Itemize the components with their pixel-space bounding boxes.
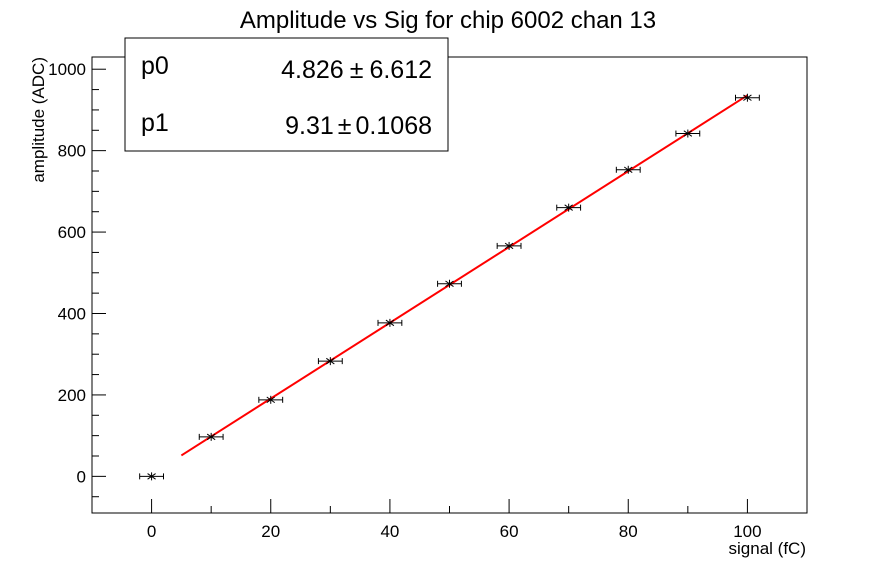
- y-tick-label: 800: [58, 142, 86, 161]
- y-tick-label: 400: [58, 305, 86, 324]
- y-tick-label: 0: [77, 467, 86, 486]
- x-tick-label: 80: [619, 522, 638, 541]
- data-point: [317, 357, 343, 366]
- data-points: [139, 93, 760, 481]
- p0-pm-symbol: ±: [350, 56, 364, 84]
- star-marker-stroke: [564, 204, 573, 211]
- y-axis-label: amplitude (ADC): [29, 57, 48, 183]
- fit-stats-frame: [124, 37, 449, 152]
- data-point: [139, 472, 164, 481]
- data-point: [496, 241, 522, 250]
- data-point: [556, 203, 582, 212]
- star-marker-stroke: [147, 473, 156, 480]
- y-tick-label: 200: [58, 386, 86, 405]
- star-marker-stroke: [326, 357, 335, 365]
- p1-value: 9.31: [285, 112, 334, 140]
- star-marker-stroke: [385, 319, 395, 327]
- x-axis-label: signal (fC): [729, 539, 806, 558]
- data-point: [258, 395, 284, 404]
- star-marker-stroke: [266, 396, 276, 404]
- star-marker-stroke: [206, 433, 216, 441]
- star-marker-stroke: [683, 130, 693, 137]
- x-tick-label: 40: [380, 522, 399, 541]
- fit-param-label-p0: p0: [141, 52, 169, 80]
- star-marker-stroke: [743, 94, 752, 101]
- p0-value: 4.826: [281, 56, 344, 84]
- p0-error: 6.612: [369, 56, 432, 84]
- fit-param-label-p1: p1: [141, 109, 169, 137]
- x-tick-label: 60: [500, 522, 519, 541]
- p1-pm-symbol: ±: [338, 112, 352, 140]
- x-tick-label: 20: [261, 522, 280, 541]
- data-point: [198, 432, 224, 441]
- star-marker-stroke: [445, 280, 454, 287]
- fit-layer: [180, 94, 748, 457]
- fit-line: [180, 94, 748, 457]
- y-tick-label: 1000: [48, 60, 86, 79]
- fit-param-value-p1: 9.31 ±0.1068: [285, 112, 432, 140]
- chart-title: Amplitude vs Sig for chip 6002 chan 13: [240, 7, 656, 34]
- x-tick-label: 100: [733, 522, 761, 541]
- data-point: [377, 318, 403, 327]
- fit-param-value-p0: 4.826 ±6.612: [281, 56, 432, 84]
- data-point: [675, 129, 701, 138]
- y-tick-label: 600: [58, 223, 86, 242]
- x-tick-label: 0: [147, 522, 156, 541]
- data-point: [615, 165, 641, 174]
- p1-error: 0.1068: [356, 112, 432, 140]
- data-point: [735, 93, 760, 102]
- fit-stats-box: p0 p1 4.826 ±6.612 9.31 ±0.1068: [124, 37, 449, 152]
- data-point: [437, 279, 462, 288]
- star-marker-stroke: [504, 242, 514, 250]
- star-marker-stroke: [623, 166, 633, 173]
